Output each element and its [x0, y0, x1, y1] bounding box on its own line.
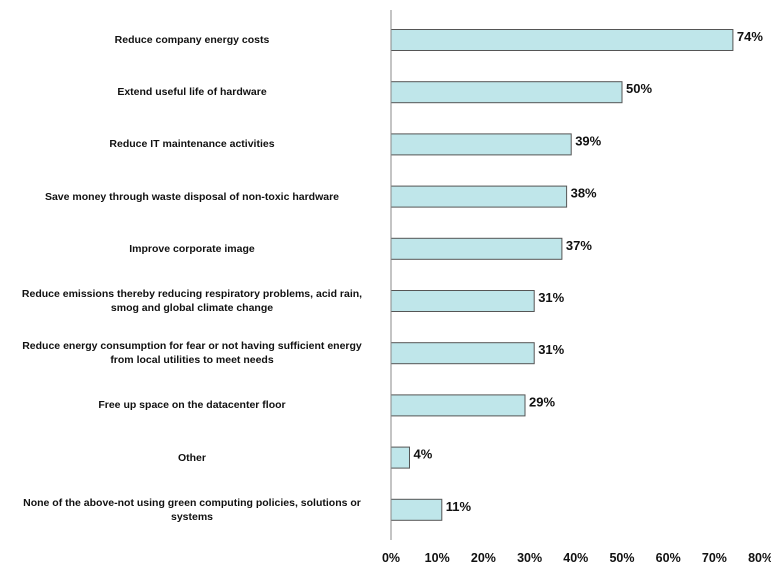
- category-label-line: from local utilities to meet needs: [110, 354, 274, 367]
- category-label: Other: [4, 451, 380, 465]
- category-label-line: Reduce company energy costs: [114, 34, 270, 46]
- data-label: 4%: [414, 447, 433, 462]
- bars-group: [390, 29, 734, 521]
- data-label: 31%: [538, 290, 564, 305]
- x-tick-label: 10%: [425, 551, 450, 565]
- data-label: 38%: [571, 186, 597, 201]
- bar: [390, 290, 535, 312]
- category-label-line: Extend useful life of hardware: [117, 86, 267, 99]
- category-label-line: Save money through waste disposal of non…: [44, 190, 340, 203]
- category-label-line: Other: [177, 451, 206, 464]
- category-label-line: None of the above-not using green comput…: [23, 496, 361, 509]
- category-label-line: Reduce energy consumption for fear or no…: [22, 340, 362, 353]
- data-label: 11%: [446, 499, 472, 514]
- data-label: 74%: [737, 29, 763, 44]
- category-label: Improve corporate image: [4, 242, 380, 256]
- bar: [390, 498, 443, 521]
- bar: [390, 81, 623, 104]
- bar: [390, 29, 734, 51]
- category-label: Free up space on the datacenter floor: [4, 398, 380, 412]
- bar: [390, 342, 535, 365]
- category-label-line: Free up space on the datacenter floor: [98, 399, 286, 412]
- bar: [390, 446, 410, 469]
- x-tick-label: 30%: [517, 551, 542, 565]
- category-label: Reduce IT maintenance activities: [4, 137, 380, 151]
- x-tick-labels-group: 0% 10% 20% 30% 40% 50% 60% 70% 80%: [382, 551, 771, 565]
- data-label: 29%: [529, 394, 555, 409]
- category-label: Reduce energy consumption for fear or no…: [4, 339, 380, 367]
- category-label-line: Improve corporate image: [129, 242, 255, 255]
- data-label: 50%: [626, 81, 652, 96]
- bar: [390, 394, 526, 417]
- x-tick-label: 0%: [382, 551, 400, 565]
- category-label: Reduce company energy costs: [4, 33, 380, 47]
- bar: [390, 133, 572, 156]
- bar: [390, 185, 568, 208]
- x-tick-label: 70%: [702, 551, 727, 565]
- bar: [390, 237, 563, 260]
- category-label: Reduce emissions thereby reducing respir…: [4, 287, 380, 315]
- x-tick-label: 80%: [748, 551, 771, 565]
- x-tick-label: 40%: [563, 551, 588, 565]
- category-label: Extend useful life of hardware: [4, 85, 380, 99]
- x-tick-label: 20%: [471, 551, 496, 565]
- category-label-line: Reduce emissions thereby reducing respir…: [21, 288, 363, 300]
- category-label-line: smog and global climate change: [110, 302, 274, 314]
- category-label-line: Reduce IT maintenance activities: [109, 138, 275, 151]
- data-label: 37%: [566, 238, 592, 253]
- x-tick-label: 60%: [656, 551, 681, 565]
- x-tick-label: 50%: [609, 551, 634, 565]
- data-label: 39%: [575, 133, 601, 148]
- data-label: 31%: [538, 342, 564, 357]
- category-label: None of the above-not using green comput…: [4, 496, 380, 524]
- category-label: Save money through waste disposal of non…: [4, 190, 380, 204]
- data-labels-group: 74% 50% 39% 38% 37% 31% 31% 29% 4% 11%: [414, 29, 764, 514]
- category-label-line: systems: [170, 510, 214, 523]
